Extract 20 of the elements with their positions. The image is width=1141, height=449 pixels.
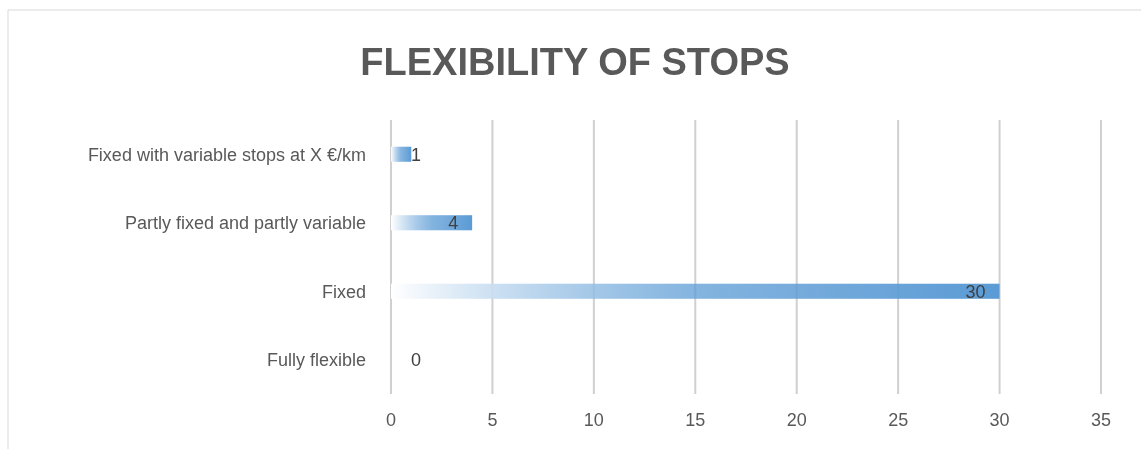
y-tick-label: Fixed <box>321 281 366 302</box>
x-tick-label: 30 <box>989 410 1010 430</box>
data-label: 1 <box>410 144 421 165</box>
x-tick-label: 0 <box>385 410 397 430</box>
x-tick-label: 35 <box>1090 410 1112 430</box>
chart-title: FLEXIBILITY OF STOPS <box>360 41 790 84</box>
x-tick-label: 15 <box>685 410 706 430</box>
x-tick-label: 20 <box>786 410 807 430</box>
data-label: 30 <box>965 281 986 302</box>
x-tick-label: 5 <box>487 410 498 430</box>
bar <box>391 146 412 162</box>
x-tick-label: 25 <box>888 410 909 430</box>
y-tick-label: Fully flexible <box>266 350 366 371</box>
bar <box>391 283 1000 299</box>
data-label: 0 <box>410 350 421 371</box>
bar <box>391 215 473 231</box>
data-label: 4 <box>448 213 459 234</box>
x-tick-label: 10 <box>583 410 604 430</box>
y-tick-label: Partly fixed and partly variable <box>124 213 366 234</box>
y-tick-label: Fixed with variable stops at X €/km <box>87 144 366 165</box>
